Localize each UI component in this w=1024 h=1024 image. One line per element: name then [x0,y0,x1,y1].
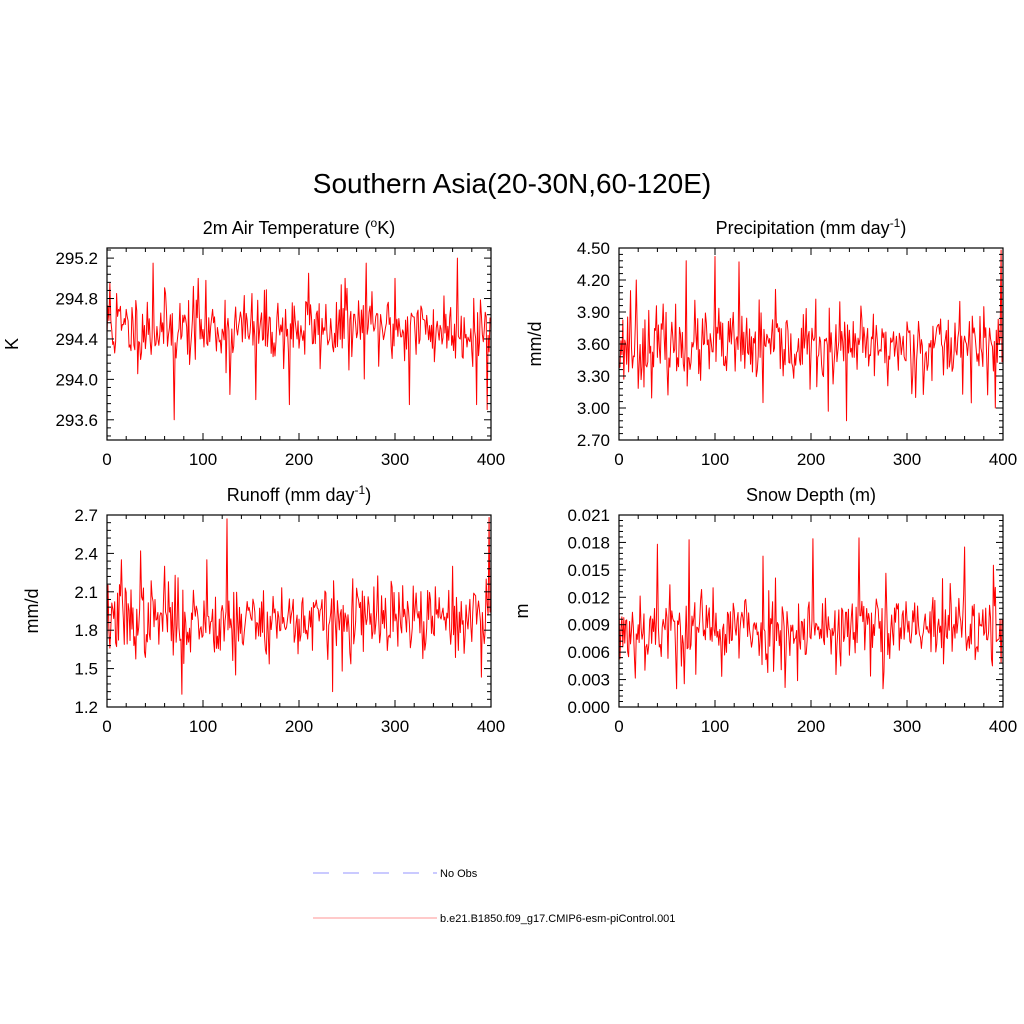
x-tick-label: 400 [477,450,505,469]
y-tick-label: 0.003 [567,671,610,690]
x-tick-label: 100 [701,717,729,736]
y-tick-label: 0.015 [567,561,610,580]
figure-title: Southern Asia(20-30N,60-120E) [313,168,711,199]
x-tick-label: 100 [701,450,729,469]
plot-frame [106,514,492,708]
panels: 0 100 200 300 400 293.6 294.0 294.4 294.8 295.2 2m… [2,216,1017,736]
y-tick-label: 3.00 [577,399,610,418]
y-tick-label: 294.8 [55,290,98,309]
series-line [619,537,1003,690]
panel-title: Precipitation (mm day-1) [716,216,907,238]
panel-title: Runoff (mm day-1) [227,483,371,505]
y-tick-label: 0.012 [567,588,610,607]
y-tick-label: 1.8 [74,621,98,640]
y-tick-label: 2.7 [74,506,98,525]
y-tick-label: 295.2 [55,249,98,268]
x-tick-label: 300 [381,450,409,469]
legend: No Obs b.e21.B1850.f09_g17.CMIP6-esm-piC… [313,868,675,925]
x-tick-label: 400 [989,450,1017,469]
y-tick-label: 3.30 [577,367,610,386]
y-tick-label: 1.2 [74,698,98,717]
x-tick-label: 0 [102,717,111,736]
x-tick-label: 400 [477,717,505,736]
y-tick-label: 4.50 [577,239,610,258]
y-axis-label: mm/d [22,589,42,634]
y-tick-label: 2.1 [74,583,98,602]
x-tick-label: 100 [189,717,217,736]
x-tick-label: 200 [797,717,825,736]
legend-label-obs: No Obs [440,868,478,880]
y-axis-label: K [2,338,22,350]
series-line [107,517,491,695]
y-tick-label: 1.5 [74,660,98,679]
series-line [107,257,491,421]
y-tick-label: 2.4 [74,544,98,563]
x-tick-label: 300 [381,717,409,736]
y-tick-label: 294.4 [55,330,98,349]
y-tick-label: 0.009 [567,616,610,635]
panel-title: Snow Depth (m) [746,485,876,505]
x-tick-label: 300 [893,717,921,736]
y-tick-label: 3.90 [577,303,610,322]
y-tick-label: 294.0 [55,370,98,389]
y-tick-label: 0.006 [567,643,610,662]
x-tick-label: 200 [285,717,313,736]
x-tick-label: 0 [614,717,623,736]
series-line [619,249,1003,422]
x-tick-label: 100 [189,450,217,469]
x-tick-label: 200 [797,450,825,469]
y-tick-label: 4.20 [577,271,610,290]
y-tick-label: 0.021 [567,506,610,525]
x-tick-label: 400 [989,717,1017,736]
y-tick-label: 293.6 [55,411,98,430]
x-tick-label: 0 [102,450,111,469]
y-tick-label: 0.000 [567,698,610,717]
panel-3: 0 100 200 300 400 0.000 0.003 0.006 0.009 0.012 0.… [512,485,1017,736]
x-tick-label: 200 [285,450,313,469]
legend-label-model: b.e21.B1850.f09_g17.CMIP6-esm-piControl.… [440,913,675,925]
y-tick-label: 2.70 [577,431,610,450]
y-axis-label: mm/d [525,322,545,367]
x-tick-label: 0 [614,450,623,469]
y-axis-label: m [512,604,532,619]
panel-1: 0 100 200 300 400 2.70 3.00 3.30 3.60 3.90 4.20 4.5… [525,216,1017,469]
y-tick-label: 3.60 [577,335,610,354]
panel-2: 0 100 200 300 400 1.2 1.5 1.8 2.1 2.4 2.7 Runoff (m… [22,483,505,736]
y-tick-label: 0.018 [567,533,610,552]
panel-title: 2m Air Temperature (oK) [203,216,395,238]
x-tick-label: 300 [893,450,921,469]
panel-0: 0 100 200 300 400 293.6 294.0 294.4 294.8 295.2 2m… [2,216,505,469]
